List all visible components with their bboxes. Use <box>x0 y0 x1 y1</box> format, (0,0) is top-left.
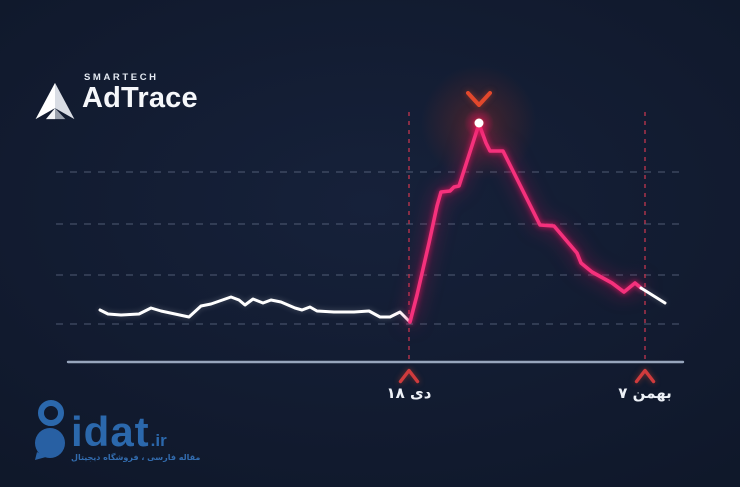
x-label-7-bahman: ۷ بهمن <box>618 384 672 402</box>
gidat-logo-icon <box>35 400 65 460</box>
horizontal-gridlines <box>56 171 680 325</box>
baseline-series-line <box>98 295 412 324</box>
spike-series-line <box>408 122 643 324</box>
chevron-up-icon <box>398 368 420 384</box>
tail-series-line <box>639 286 667 305</box>
gidat-tagline: مقاله فارسی ، فروشگاه دیجیتال <box>71 453 201 462</box>
annotation-chevrons <box>398 91 656 384</box>
adtrace-wordmark: AdTrace <box>82 82 198 114</box>
date-marker-lines <box>408 112 646 359</box>
chevron-down-icon <box>466 91 492 107</box>
peak-dot <box>474 118 484 128</box>
smartech-wordmark: SMARTECH <box>84 72 159 83</box>
x-label-18-dey: ۱۸ دی <box>386 384 432 402</box>
gidat-tld: .ir <box>150 431 167 450</box>
adtrace-logo-icon <box>35 82 75 120</box>
adtrace-logo: SMARTECH AdTrace <box>33 70 198 126</box>
chevron-up-icon <box>634 368 656 384</box>
gidat-watermark: idat .ir مقاله فارسی ، فروشگاه دیجیتال <box>34 400 200 462</box>
gidat-wordmark: idat <box>71 407 150 455</box>
